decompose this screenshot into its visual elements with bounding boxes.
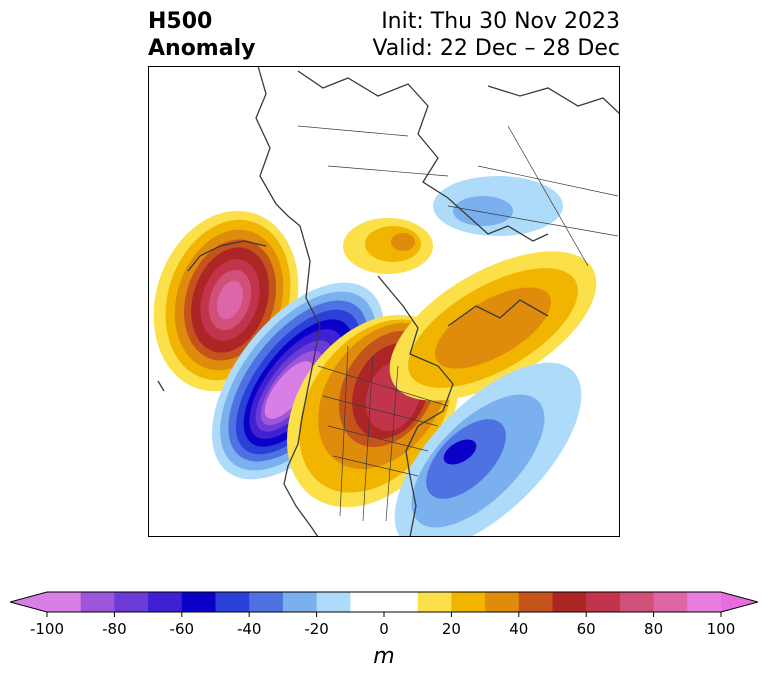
colorbar-cell — [653, 592, 688, 612]
atlantic-ridge — [343, 218, 597, 401]
political-borders — [297, 125, 619, 522]
valid-range: Valid: 22 Dec – 28 Dec — [372, 36, 620, 61]
colorbar-tick-label: 20 — [442, 620, 461, 638]
colorbar-cell — [619, 592, 655, 612]
colorbar-cell — [384, 592, 419, 612]
colorbar-cell — [47, 592, 82, 612]
colorbar-cell — [586, 592, 621, 612]
colorbar-cell — [282, 592, 318, 612]
coastlines — [157, 66, 620, 537]
colorbar-cell — [485, 592, 520, 612]
colorbar-tick-label: 0 — [379, 620, 389, 638]
colorbar-max-extension — [721, 592, 758, 612]
colorbar-tick-label: -100 — [30, 620, 64, 638]
title-field: Anomaly — [148, 36, 256, 61]
colorbar-tick-label: -80 — [102, 620, 127, 638]
colorbar-cell — [518, 592, 553, 612]
colorbar-tick-label: -40 — [237, 620, 262, 638]
map-title: H500 Anomaly — [148, 8, 255, 62]
colorbar-cell — [687, 592, 722, 612]
colorbar-cell — [249, 592, 284, 612]
colorbar-cell — [215, 592, 250, 612]
colorbar-cell — [181, 592, 216, 612]
colorbar-cell — [451, 592, 486, 612]
colorbar-cell — [552, 592, 587, 612]
colorbar-tick-label: 80 — [644, 620, 663, 638]
colorbar-tick-label: 60 — [577, 620, 596, 638]
map-dates: Init: Thu 30 Nov 2023 Valid: 22 Dec – 28… — [372, 8, 620, 62]
anomaly-map — [148, 66, 620, 537]
colorbar-cell — [148, 592, 183, 612]
colorbar-cell — [350, 592, 385, 612]
siberian-trough — [433, 176, 563, 236]
colorbar-cell — [114, 592, 149, 612]
colorbar-cell — [316, 592, 351, 612]
colorbar-cell — [417, 592, 452, 612]
atlantic-trough — [394, 362, 582, 537]
colorbar-tick-label: -60 — [170, 620, 195, 638]
colorbar: -100 -80 -60 -40 -20 0 20 40 60 80 100 — [8, 590, 760, 638]
colorbar-unit: m — [373, 644, 395, 669]
colorbar-tick-label: 40 — [509, 620, 528, 638]
colorbar-cell — [80, 592, 115, 612]
colorbar-tick-label: 100 — [707, 620, 736, 638]
colorbar-min-extension — [10, 592, 47, 612]
colorbar-tick-label: -20 — [304, 620, 329, 638]
init-date: Init: Thu 30 Nov 2023 — [381, 9, 620, 34]
title-variable: H500 — [148, 9, 213, 34]
